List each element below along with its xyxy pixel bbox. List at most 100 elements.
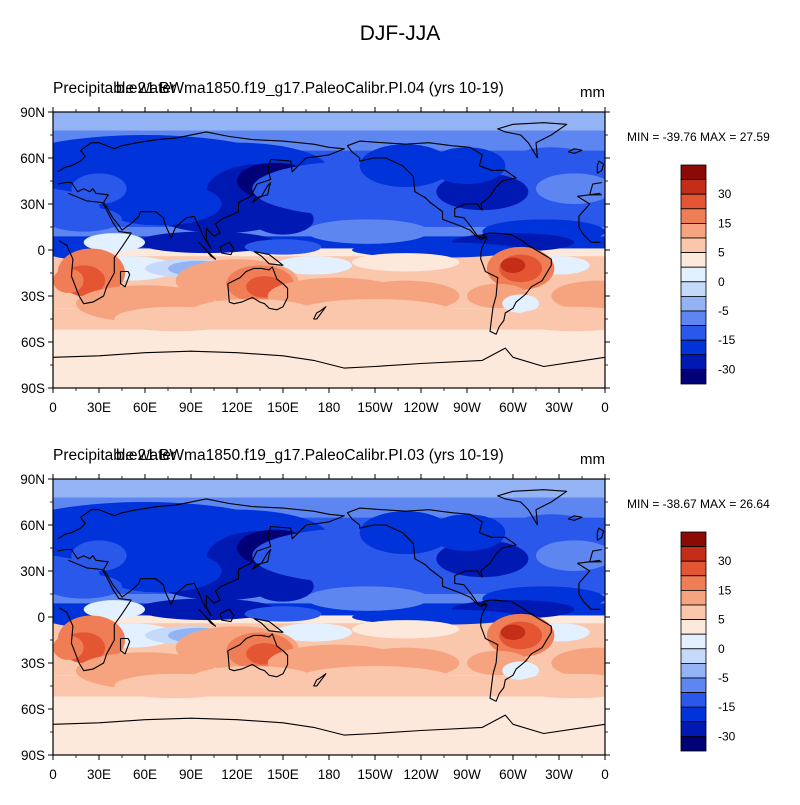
coastline — [57, 131, 602, 250]
units-label: mm — [580, 84, 605, 101]
x-tick-label: 30E — [87, 400, 111, 415]
coastline — [346, 507, 517, 607]
contour-blob — [306, 586, 429, 611]
colorbar-box — [680, 648, 707, 664]
coastline — [313, 673, 327, 687]
x-tick-label: 0 — [601, 400, 609, 415]
y-tick-label: 30S — [21, 289, 45, 304]
y-tick-label: 0 — [37, 610, 45, 625]
colorbar-label: 30 — [718, 187, 732, 201]
colorbar-box — [680, 560, 707, 577]
x-tick-label: 30W — [545, 400, 573, 415]
contour-blob — [83, 600, 145, 619]
contour-blob — [244, 239, 322, 255]
colorbar-box — [680, 179, 707, 195]
coastline — [567, 148, 583, 154]
coastlines — [53, 489, 605, 736]
x-tick-label: 0 — [601, 767, 609, 782]
colorbar-label: 5 — [718, 246, 725, 260]
variable-label: Precipitable water — [53, 447, 177, 464]
contour-blob — [298, 666, 452, 691]
contour-band — [53, 615, 605, 624]
contour-blob — [275, 256, 352, 275]
y-tick-label: 30N — [20, 564, 45, 579]
figure-title: DJF-JJA — [359, 22, 441, 45]
x-tick-label: 150E — [267, 400, 299, 415]
colorbar-box — [680, 575, 707, 591]
colorbar-label: -15 — [718, 333, 736, 347]
coastline — [119, 270, 131, 288]
contour-band — [53, 724, 605, 755]
map-panel-top: 90N 60N 30N 0 30S 60S 90S 0 30E 60E 90E 120E 150E 180… — [0, 78, 800, 438]
y-tick-label: 30N — [20, 197, 45, 212]
y-tick-label: 90S — [21, 748, 45, 763]
x-tick-label: 30W — [545, 767, 573, 782]
contour-blob — [114, 673, 237, 699]
contour-blob — [53, 331, 207, 353]
coastline — [219, 608, 235, 623]
contour-blob — [500, 624, 526, 640]
contour-blob — [252, 204, 314, 235]
colorbar-box — [680, 339, 707, 356]
contour-blob — [467, 331, 559, 347]
contour-blob — [502, 661, 540, 680]
coastline — [219, 241, 235, 256]
y-tick-label: 90N — [20, 105, 45, 120]
coastline — [198, 241, 217, 260]
x-tick-label: 60W — [499, 767, 527, 782]
contour-blob — [275, 623, 352, 642]
x-tick-label: 150W — [357, 400, 393, 415]
colorbar-label: 0 — [718, 275, 725, 289]
contour-blob — [502, 294, 540, 313]
coastline — [227, 266, 289, 311]
variable-label: Precipitable water — [53, 80, 177, 97]
coastline — [497, 489, 568, 526]
contour-blob — [71, 540, 127, 571]
contour-blob — [298, 299, 452, 324]
contour-band — [53, 112, 605, 131]
x-tick-label: 0 — [49, 400, 57, 415]
coastline — [253, 250, 284, 266]
x-tick-label: 0 — [49, 767, 57, 782]
colorbar-box — [680, 266, 707, 283]
colorbar-box — [680, 252, 707, 268]
contour-blob — [53, 207, 122, 232]
contour-field — [53, 479, 605, 755]
coastline — [313, 306, 327, 320]
x-tick-label: 120W — [403, 400, 439, 415]
contour-blob — [513, 673, 605, 699]
contour-blob — [71, 173, 127, 204]
y-tick-label: 60N — [20, 518, 45, 533]
contour-band — [53, 248, 605, 257]
coastline — [346, 140, 517, 240]
x-tick-label: 180 — [318, 767, 341, 782]
x-tick-label: 60E — [133, 767, 157, 782]
x-tick-label: 90E — [179, 767, 203, 782]
colorbar-box — [680, 310, 707, 327]
contour-blob — [467, 698, 559, 714]
contour-blob — [500, 257, 526, 273]
colorbar-label: 5 — [718, 613, 725, 627]
contour-blob — [306, 219, 429, 244]
contour-blob — [114, 306, 237, 332]
x-tick-label: 150E — [267, 767, 299, 782]
contour-blob — [267, 698, 452, 720]
map-plot: 90N 60N 30N 0 30S 60S 90S 0 30E 60E 90E 120E 150E 180… — [0, 445, 800, 805]
y-tick-label: 30S — [21, 656, 45, 671]
colorbar-label: 15 — [718, 216, 732, 230]
x-tick-label: 150W — [357, 767, 393, 782]
contour-blob — [428, 147, 506, 185]
colorbar-box — [680, 281, 707, 297]
coastline — [251, 548, 272, 570]
colorbar-label: -5 — [718, 304, 729, 318]
colorbar-box — [680, 677, 707, 694]
contour-blob — [359, 511, 452, 555]
contour-blob — [252, 571, 314, 602]
colorbar-box — [680, 295, 707, 312]
contour-blob — [551, 280, 605, 312]
colorbar-box — [680, 222, 707, 239]
contour-blob — [352, 620, 460, 639]
coastline — [497, 122, 568, 159]
colorbar-box — [680, 662, 707, 679]
colorbar-box — [680, 619, 707, 635]
